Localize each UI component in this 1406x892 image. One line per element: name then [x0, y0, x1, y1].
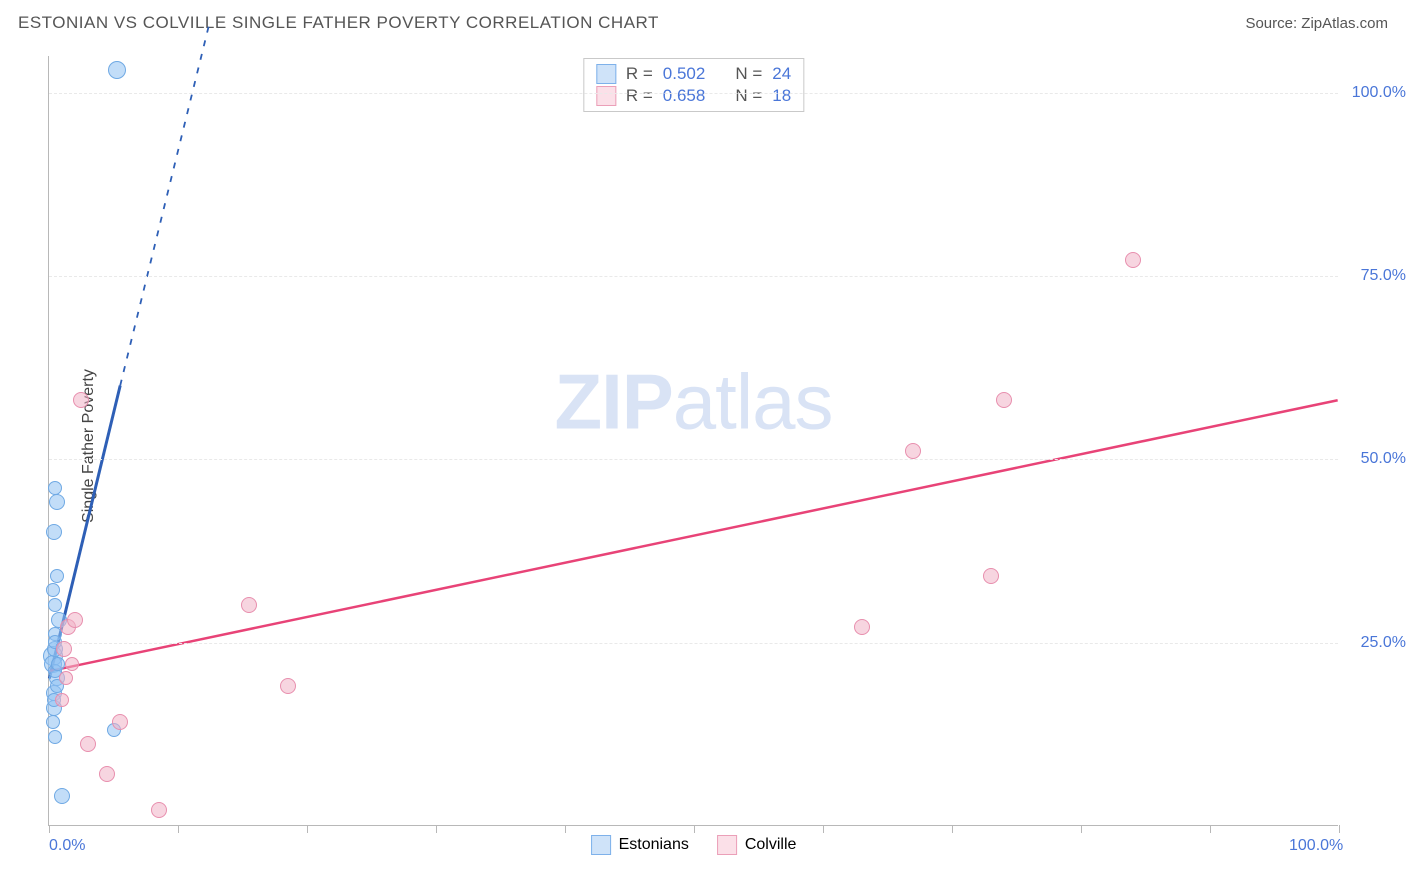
- scatter-point: [50, 569, 64, 583]
- scatter-point: [46, 715, 60, 729]
- scatter-point: [1125, 252, 1141, 268]
- legend-swatch-bottom-estonians: [591, 835, 611, 855]
- scatter-point: [65, 657, 79, 671]
- trend-line: [120, 19, 210, 385]
- x-tick: [1210, 825, 1211, 833]
- n-value-0: 24: [772, 64, 791, 84]
- scatter-point: [854, 619, 870, 635]
- r-label-1: R =: [626, 86, 653, 106]
- scatter-point: [48, 481, 62, 495]
- scatter-point: [996, 392, 1012, 408]
- legend-correlation-box: R = 0.502 N = 24 R = 0.658 N = 18: [583, 58, 804, 112]
- legend-label-colville: Colville: [745, 836, 797, 854]
- scatter-point: [49, 494, 65, 510]
- x-tick: [823, 825, 824, 833]
- plot-area: ZIPatlas R = 0.502 N = 24 R = 0.658 N = …: [48, 56, 1338, 826]
- x-tick: [307, 825, 308, 833]
- scatter-point: [112, 714, 128, 730]
- y-tick-label: 75.0%: [1361, 267, 1406, 285]
- scatter-point: [99, 766, 115, 782]
- legend-rn-row-1: R = 0.658 N = 18: [596, 85, 791, 107]
- scatter-point: [983, 568, 999, 584]
- legend-label-estonians: Estonians: [619, 836, 689, 854]
- n-label-0: N =: [735, 64, 762, 84]
- scatter-point: [48, 730, 62, 744]
- watermark-zip: ZIP: [554, 358, 672, 446]
- scatter-point: [54, 788, 70, 804]
- gridline-h: [49, 459, 1338, 460]
- legend-swatch-bottom-colville: [717, 835, 737, 855]
- trend-line: [49, 400, 1337, 671]
- scatter-point: [905, 443, 921, 459]
- scatter-point: [56, 641, 72, 657]
- legend-swatch-colville: [596, 86, 616, 106]
- y-tick-label: 25.0%: [1361, 634, 1406, 652]
- x-tick: [1081, 825, 1082, 833]
- x-tick: [565, 825, 566, 833]
- chart-title: ESTONIAN VS COLVILLE SINGLE FATHER POVER…: [18, 13, 659, 33]
- scatter-point: [46, 524, 62, 540]
- scatter-point: [48, 598, 62, 612]
- scatter-point: [55, 693, 69, 707]
- x-tick: [436, 825, 437, 833]
- n-label-1: N =: [735, 86, 762, 106]
- watermark: ZIPatlas: [554, 357, 832, 448]
- chart-source: Source: ZipAtlas.com: [1245, 15, 1388, 32]
- scatter-point: [67, 612, 83, 628]
- chart-header: ESTONIAN VS COLVILLE SINGLE FATHER POVER…: [0, 0, 1406, 46]
- x-tick: [694, 825, 695, 833]
- gridline-h: [49, 643, 1338, 644]
- scatter-point: [151, 802, 167, 818]
- gridline-h: [49, 93, 1338, 94]
- scatter-point: [241, 597, 257, 613]
- x-tick: [952, 825, 953, 833]
- x-tick-label: 100.0%: [1289, 837, 1343, 855]
- legend-item-estonians: Estonians: [591, 835, 689, 855]
- legend-series: Estonians Colville: [591, 835, 797, 855]
- scatter-point: [51, 657, 65, 671]
- r-label-0: R =: [626, 64, 653, 84]
- x-tick-label: 0.0%: [49, 837, 85, 855]
- scatter-point: [59, 671, 73, 685]
- legend-item-colville: Colville: [717, 835, 797, 855]
- scatter-point: [73, 392, 89, 408]
- gridline-h: [49, 276, 1338, 277]
- scatter-point: [46, 583, 60, 597]
- legend-swatch-estonians: [596, 64, 616, 84]
- x-tick: [178, 825, 179, 833]
- r-value-1: 0.658: [663, 86, 706, 106]
- trend-lines-layer: [49, 56, 1338, 825]
- scatter-point: [280, 678, 296, 694]
- r-value-0: 0.502: [663, 64, 706, 84]
- x-tick: [1339, 825, 1340, 833]
- y-tick-label: 50.0%: [1361, 450, 1406, 468]
- scatter-point: [80, 736, 96, 752]
- legend-rn-row-0: R = 0.502 N = 24: [596, 63, 791, 85]
- scatter-point: [108, 61, 126, 79]
- x-tick: [49, 825, 50, 833]
- watermark-atlas: atlas: [673, 358, 833, 446]
- n-value-1: 18: [772, 86, 791, 106]
- y-tick-label: 100.0%: [1352, 84, 1406, 102]
